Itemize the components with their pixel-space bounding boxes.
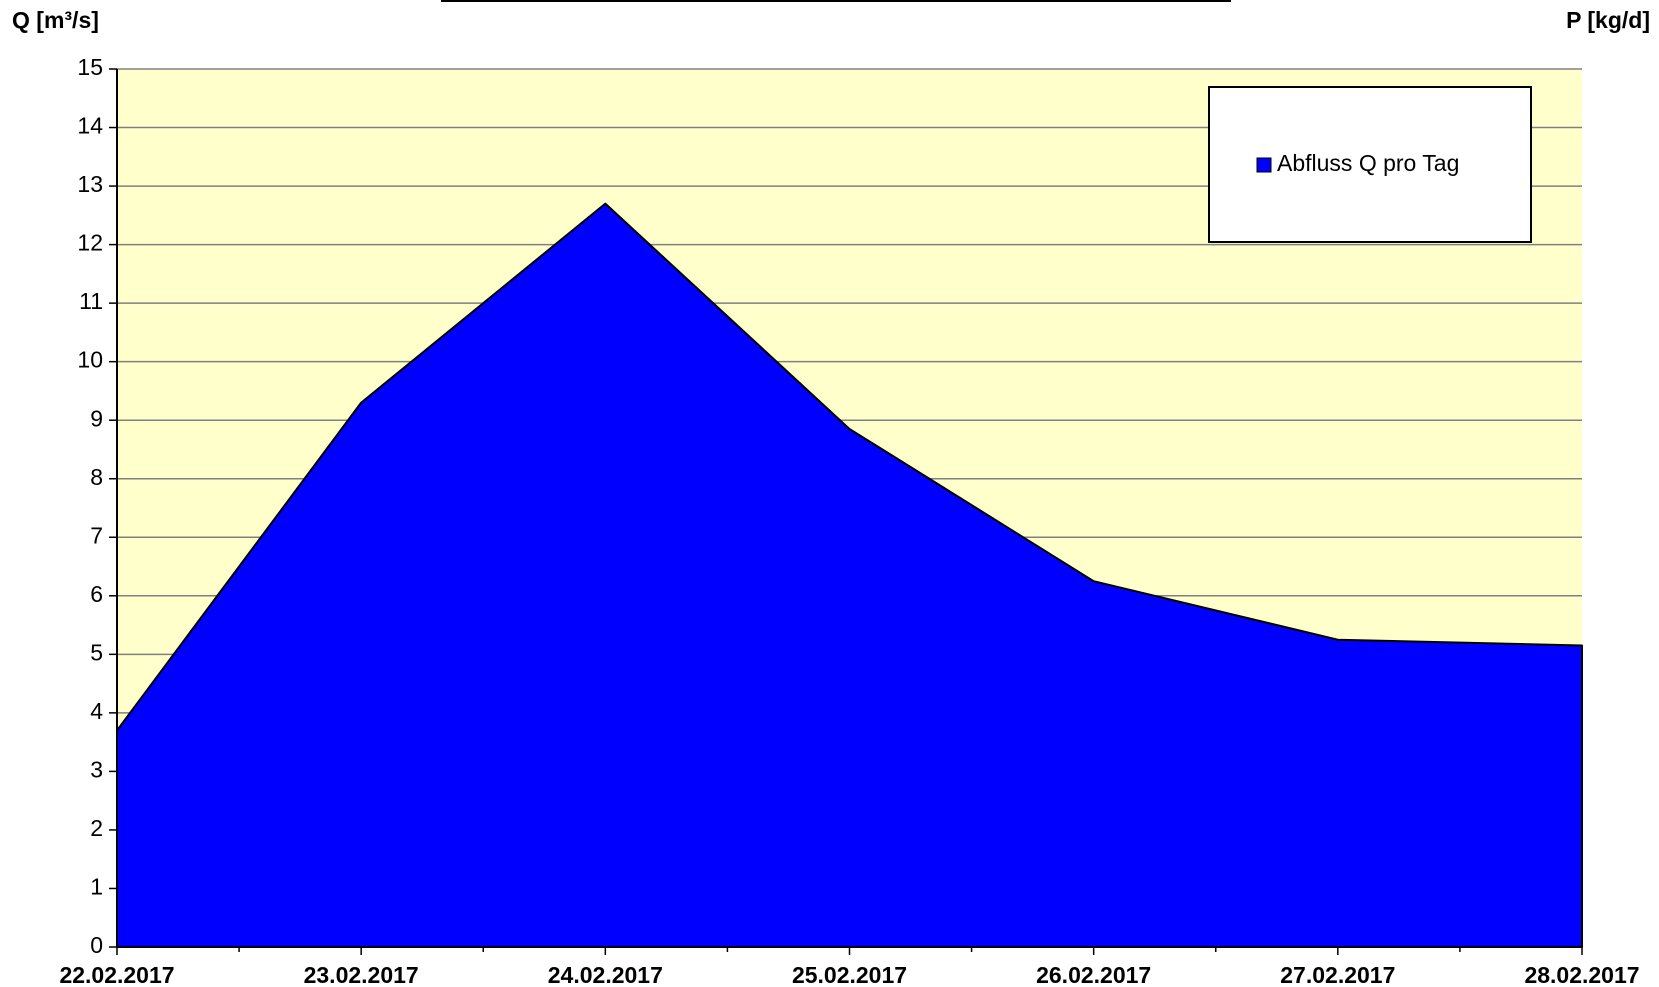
- y-tick-label: 8: [90, 464, 103, 490]
- x-tick-label: 26.02.2017: [1036, 962, 1151, 987]
- y-tick-label: 9: [90, 405, 103, 431]
- area: [116, 202, 1583, 948]
- y-tick-label: 3: [90, 756, 103, 782]
- y-tick-label: 7: [90, 522, 103, 548]
- legend-swatch: [1256, 157, 1272, 173]
- x-tick-label: 27.02.2017: [1280, 962, 1395, 987]
- x-tick-label: 22.02.2017: [59, 962, 174, 987]
- y-tick-label: 15: [77, 54, 103, 80]
- legend-label: Abfluss Q pro Tag: [1277, 150, 1459, 176]
- y-tick-label: 13: [77, 171, 103, 197]
- y-tick-label: 10: [77, 347, 103, 373]
- y-tick-label: 6: [90, 581, 103, 607]
- x-tick-label: 25.02.2017: [792, 962, 907, 987]
- y-tick-label: 1: [90, 874, 103, 900]
- y-axis-label: Q [m³/s]: [12, 7, 99, 33]
- x-tick-label: 24.02.2017: [548, 962, 663, 987]
- y-tick-label: 5: [90, 639, 103, 665]
- y-tick-label: 4: [90, 698, 103, 724]
- y-tick-label: 11: [79, 288, 103, 314]
- x-tick-label: 28.02.2017: [1524, 962, 1639, 987]
- x-tick-label: 23.02.2017: [304, 962, 419, 987]
- y-tick-label: 2: [90, 815, 103, 841]
- y-tick-label: 0: [90, 932, 103, 958]
- y2-axis-label: P [kg/d]: [1566, 7, 1650, 33]
- y-tick-label: 14: [77, 113, 103, 139]
- y-tick-label: 12: [77, 230, 103, 256]
